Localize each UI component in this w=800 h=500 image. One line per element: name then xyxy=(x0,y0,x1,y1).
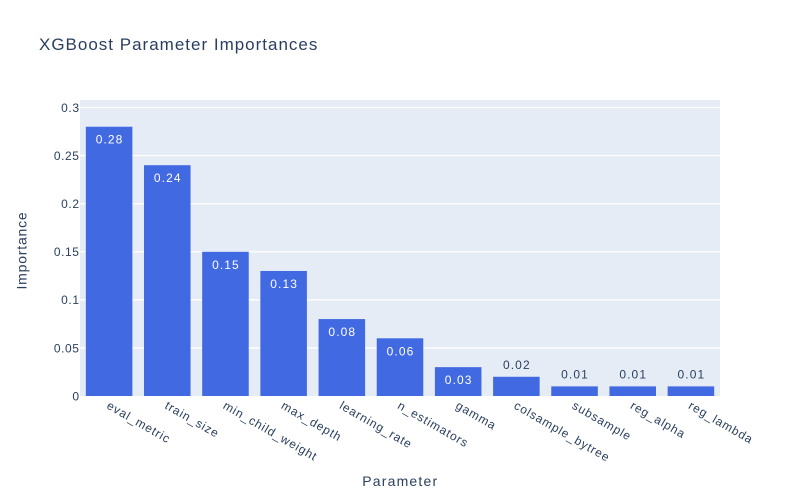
svg-text:0.24: 0.24 xyxy=(154,171,182,185)
svg-text:Importance: Importance xyxy=(14,211,30,289)
svg-text:0.03: 0.03 xyxy=(445,373,473,387)
svg-text:0.15: 0.15 xyxy=(212,258,240,272)
svg-text:Parameter: Parameter xyxy=(362,473,438,489)
svg-text:gamma: gamma xyxy=(453,398,499,432)
svg-text:0.2: 0.2 xyxy=(61,197,79,211)
svg-text:0.01: 0.01 xyxy=(619,367,647,381)
svg-text:XGBoost Parameter Importances: XGBoost Parameter Importances xyxy=(39,35,318,54)
svg-text:0.02: 0.02 xyxy=(503,358,531,372)
svg-text:0.06: 0.06 xyxy=(387,344,415,358)
svg-text:colsample_bytree: colsample_bytree xyxy=(512,398,613,464)
svg-text:min_child_weight: min_child_weight xyxy=(221,398,320,463)
svg-text:0.05: 0.05 xyxy=(54,341,80,355)
svg-text:0.01: 0.01 xyxy=(678,367,706,381)
svg-text:0.28: 0.28 xyxy=(96,133,124,147)
svg-text:0.08: 0.08 xyxy=(328,325,356,339)
svg-text:0: 0 xyxy=(72,389,79,403)
svg-text:eval_metric: eval_metric xyxy=(104,398,173,446)
svg-text:0.25: 0.25 xyxy=(54,149,80,163)
svg-text:0.01: 0.01 xyxy=(561,367,589,381)
svg-text:reg_alpha: reg_alpha xyxy=(628,398,688,441)
svg-text:0.1: 0.1 xyxy=(61,293,79,307)
svg-text:0.15: 0.15 xyxy=(54,245,80,259)
svg-text:0.13: 0.13 xyxy=(270,277,298,291)
svg-text:0.3: 0.3 xyxy=(61,101,79,115)
svg-text:reg_lambda: reg_lambda xyxy=(686,398,756,446)
